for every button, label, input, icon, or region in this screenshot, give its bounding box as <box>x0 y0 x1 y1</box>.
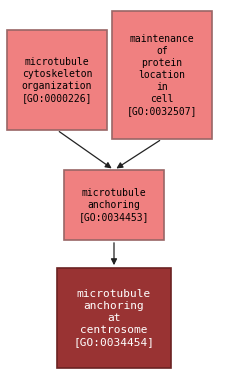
FancyBboxPatch shape <box>111 11 211 139</box>
FancyBboxPatch shape <box>64 170 163 240</box>
Text: microtubule
cytoskeleton
organization
[GO:0000226]: microtubule cytoskeleton organization [G… <box>22 57 92 103</box>
Text: microtubule
anchoring
at
centrosome
[GO:0034454]: microtubule anchoring at centrosome [GO:… <box>73 289 154 347</box>
FancyBboxPatch shape <box>57 268 170 368</box>
Text: maintenance
of
protein
location
in
cell
[GO:0032507]: maintenance of protein location in cell … <box>126 34 196 116</box>
Text: microtubule
anchoring
[GO:0034453]: microtubule anchoring [GO:0034453] <box>78 188 149 222</box>
FancyBboxPatch shape <box>7 30 106 130</box>
